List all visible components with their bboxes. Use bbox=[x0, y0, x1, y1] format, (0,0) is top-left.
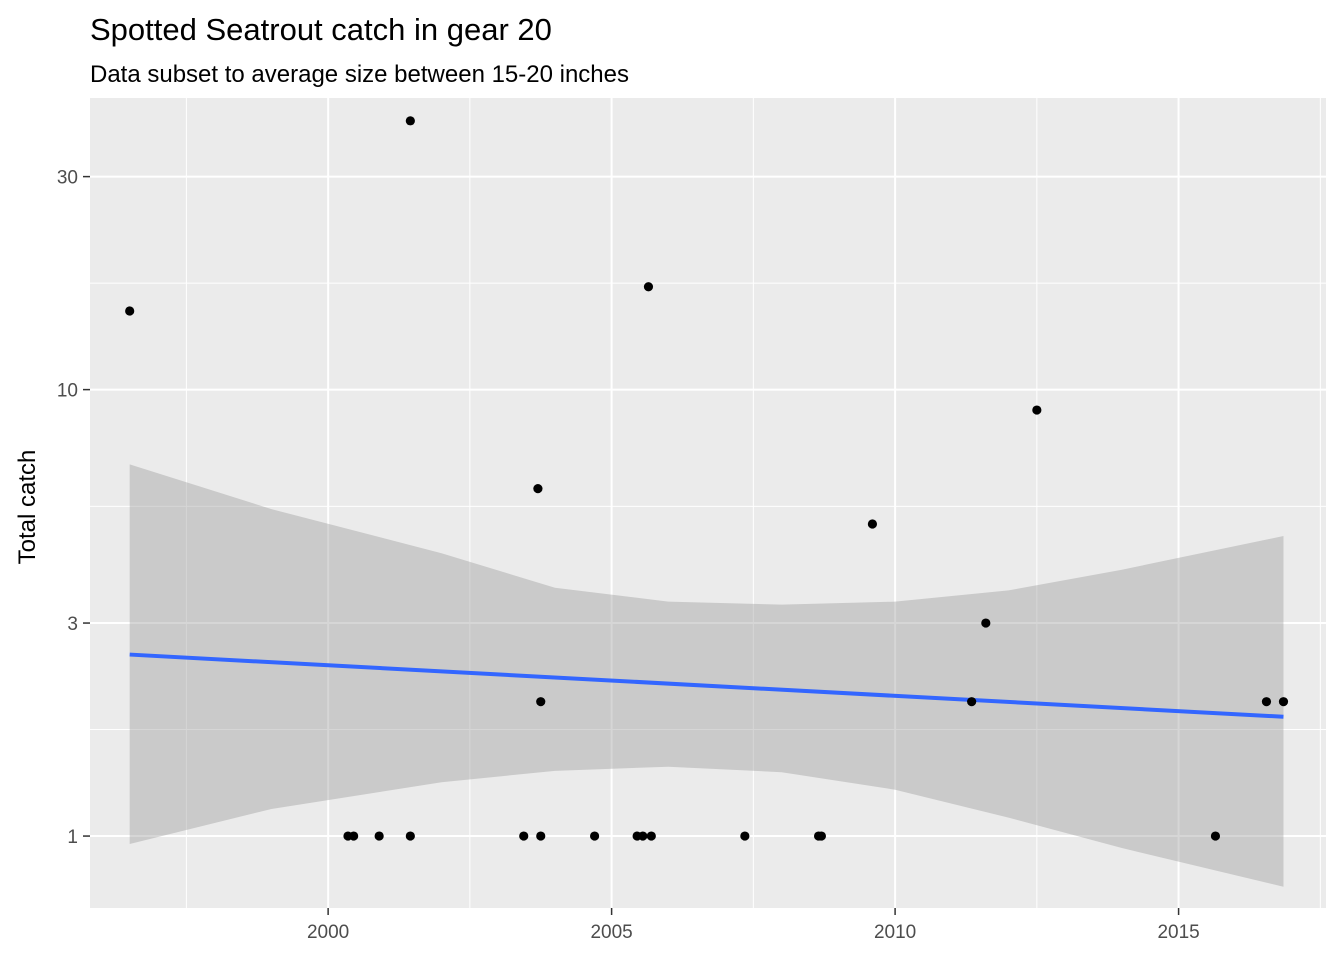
plot-panel bbox=[90, 98, 1326, 908]
data-point bbox=[643, 282, 654, 292]
chart-subtitle: Data subset to average size between 15-2… bbox=[90, 61, 630, 88]
data-point bbox=[536, 697, 546, 707]
x-tick-label: 2010 bbox=[874, 922, 916, 943]
chart-title: Spotted Seatrout catch in gear 20 bbox=[90, 12, 552, 47]
x-axis: 2000 2005 2010 2015 bbox=[307, 908, 1200, 943]
data-point bbox=[967, 697, 977, 707]
x-tick-label: 2015 bbox=[1157, 922, 1199, 943]
data-point bbox=[638, 831, 648, 841]
data-point bbox=[125, 306, 135, 316]
data-point bbox=[405, 831, 415, 841]
data-point bbox=[1032, 405, 1042, 415]
y-tick-label: 1 bbox=[67, 827, 78, 848]
y-tick-label: 30 bbox=[57, 168, 78, 189]
data-point bbox=[405, 116, 415, 126]
trend-line bbox=[129, 652, 1284, 719]
y-tick-label: 10 bbox=[57, 381, 78, 402]
data-point bbox=[590, 831, 600, 841]
data-point bbox=[533, 484, 543, 494]
y-axis: 1 3 10 30 bbox=[57, 168, 90, 848]
x-tick-label: 2000 bbox=[307, 922, 349, 943]
minor-gridlines bbox=[90, 98, 1326, 908]
data-point bbox=[1210, 831, 1221, 841]
data-points bbox=[125, 116, 1289, 841]
data-point bbox=[740, 831, 750, 841]
data-point bbox=[816, 831, 826, 841]
data-point bbox=[519, 831, 529, 841]
data-point bbox=[1261, 697, 1272, 707]
data-point bbox=[646, 831, 656, 841]
x-tick-label: 2005 bbox=[590, 922, 632, 943]
data-point bbox=[1278, 697, 1289, 707]
data-point bbox=[349, 831, 359, 841]
data-point bbox=[981, 618, 991, 628]
major-gridlines bbox=[90, 98, 1326, 908]
data-point bbox=[536, 831, 546, 841]
confidence-band bbox=[129, 464, 1284, 887]
data-point bbox=[374, 831, 384, 841]
data-point bbox=[867, 519, 878, 529]
y-tick-label: 3 bbox=[67, 614, 78, 635]
